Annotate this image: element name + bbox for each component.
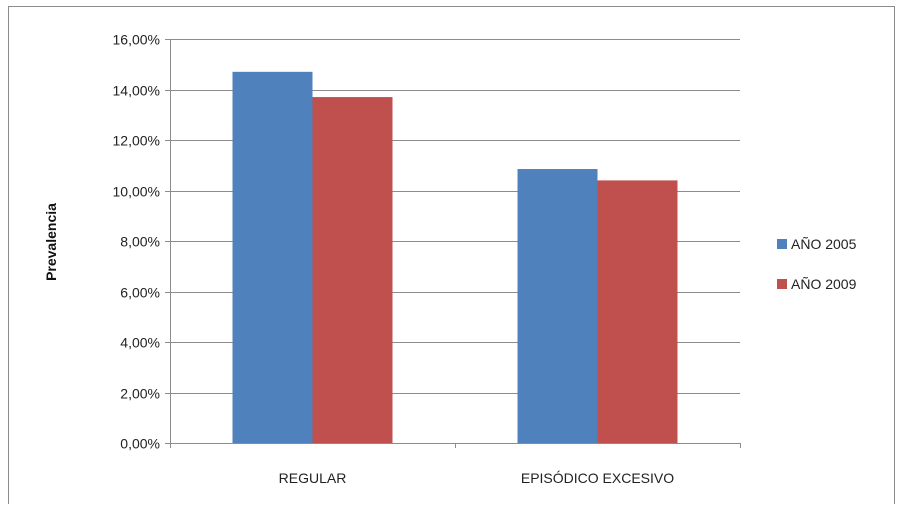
y-tick-label: 12,00% (113, 133, 160, 149)
axes (165, 39, 741, 448)
legend-swatch (777, 279, 787, 289)
y-tick-label: 2,00% (120, 386, 160, 402)
legend-label: AÑO 2005 (791, 236, 857, 252)
bars (232, 71, 678, 443)
bar-series1 (232, 71, 313, 443)
bar-series2 (597, 180, 678, 443)
legend-label: AÑO 2009 (791, 276, 857, 292)
legend: AÑO 2005 AÑO 2009 (777, 236, 857, 292)
bar-series2 (312, 97, 393, 443)
bar-series1 (517, 169, 598, 443)
chart-frame (8, 6, 895, 504)
y-tick-label: 0,00% (120, 436, 160, 452)
y-axis-title: Prevalencia (43, 203, 59, 281)
y-tick-label: 4,00% (120, 335, 160, 351)
y-tick-label: 6,00% (120, 285, 160, 301)
x-category-label: EPISÓDICO EXCESIVO (521, 470, 674, 486)
legend-swatch (777, 239, 787, 249)
y-tick-label: 8,00% (120, 234, 160, 250)
y-tick-label: 10,00% (113, 184, 160, 200)
x-category-label: REGULAR (279, 470, 347, 486)
y-tick-label: 16,00% (113, 32, 160, 48)
tick-labels: 0,00% 2,00% 4,00% 6,00% 8,00% 10,00% 12,00% 14,… (113, 32, 675, 487)
y-tick-label: 14,00% (113, 83, 160, 99)
